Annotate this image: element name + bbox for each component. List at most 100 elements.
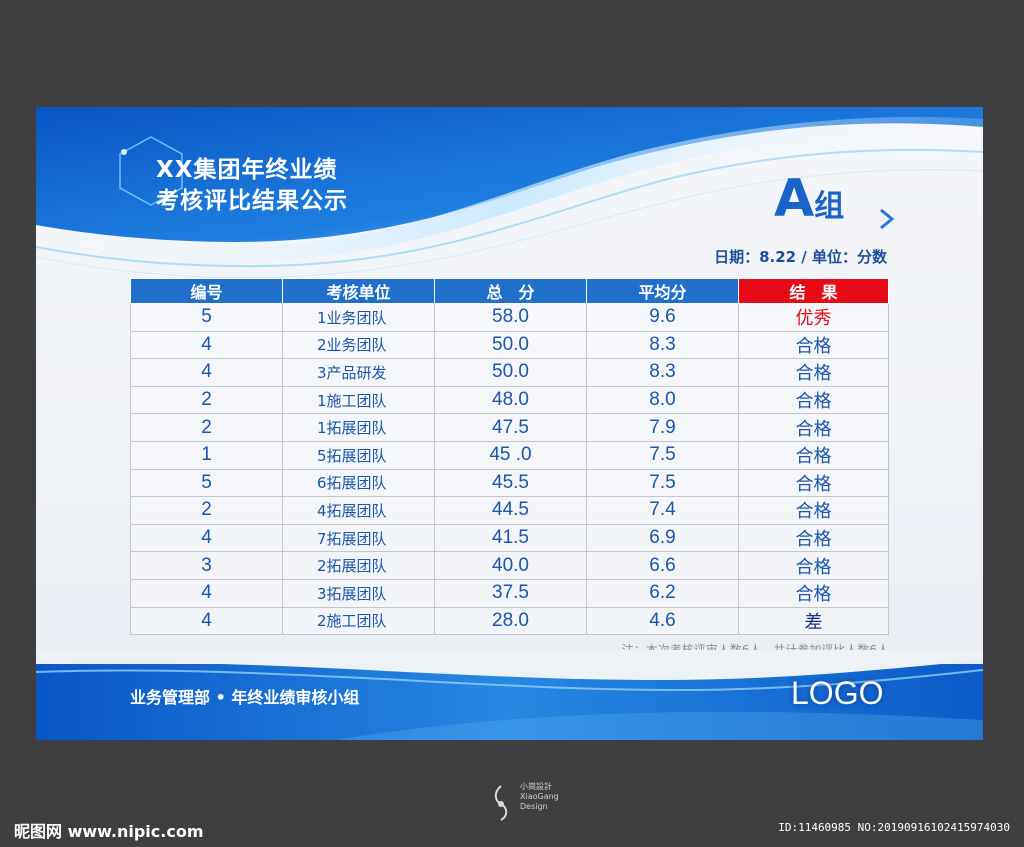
cell-result: 合格 [738,330,889,360]
cell-number: 5 [130,303,283,332]
cell-unit: 2施工团队 [282,606,435,636]
table-row: 3 2拓展团队 40.0 6.6 合格 [130,551,889,580]
cell-number: 4 [130,330,283,360]
cell-unit: 3产品研发 [282,358,435,387]
cell-average: 7.5 [586,440,739,470]
table-row: 4 2施工团队 28.0 4.6 差 [130,606,889,636]
cell-unit: 3拓展团队 [282,578,435,608]
cell-result: 合格 [738,358,889,387]
designer-logo-icon [494,785,508,821]
title-line-2: 考核评比结果公示 [156,188,348,214]
cell-total: 47.5 [434,413,587,442]
cell-total: 50.0 [434,358,587,387]
cell-average: 8.3 [586,330,739,360]
cell-unit: 1拓展团队 [282,413,435,442]
logo: LOGO [791,675,884,711]
cell-number: 4 [130,358,283,387]
cell-average: 8.0 [586,385,739,415]
cell-unit: 7拓展团队 [282,523,435,553]
cell-result: 合格 [738,551,889,580]
cell-number: 2 [130,413,283,442]
header-total: 总 分 [434,278,587,304]
cell-result: 合格 [738,440,889,470]
cell-average: 7.4 [586,496,739,525]
site-watermark: 昵图网 www.nipic.com [14,822,204,841]
header-average: 平均分 [586,278,739,304]
cell-number: 2 [130,385,283,415]
table-row: 2 4拓展团队 44.5 7.4 合格 [130,496,889,525]
cell-unit: 5拓展团队 [282,440,435,470]
image-id-watermark: ID:11460985 NO:20190916102415974030 [778,821,1010,834]
results-table: 编号 考核单位 总 分 平均分 结 果 5 1业务团队 58.0 9.6 优秀 4 2业务团… [130,278,889,636]
cell-unit: 4拓展团队 [282,496,435,525]
table-row: 4 2业务团队 50.0 8.3 合格 [130,330,889,360]
header-number: 编号 [130,278,283,304]
table-row: 2 1拓展团队 47.5 7.9 合格 [130,413,889,442]
cell-number: 3 [130,551,283,580]
cell-result: 合格 [738,523,889,553]
table-row: 2 1施工团队 48.0 8.0 合格 [130,385,889,415]
cell-unit: 6拓展团队 [282,468,435,498]
cell-result: 合格 [738,385,889,415]
designer-name: 小崗設計 [520,782,552,791]
cell-average: 8.3 [586,358,739,387]
cell-total: 48.0 [434,385,587,415]
designer-tagline: Design [520,802,548,811]
group-letter: A [774,169,815,229]
cell-result: 差 [738,606,889,636]
cell-average: 9.6 [586,303,739,332]
table-row: 1 5拓展团队 45 .0 7.5 合格 [130,440,889,470]
cell-unit: 1施工团队 [282,385,435,415]
chevron-right-icon [880,208,895,230]
cell-number: 2 [130,496,283,525]
table-row: 4 3产品研发 50.0 8.3 合格 [130,358,889,387]
cell-average: 6.2 [586,578,739,608]
group-suffix: 组 [814,189,845,224]
cell-average: 6.6 [586,551,739,580]
header-wave-banner [36,107,983,279]
cell-number: 4 [130,578,283,608]
cell-number: 4 [130,606,283,636]
date-unit-info: 日期：8.22 / 单位：分数 [714,248,887,266]
table-row: 4 3拓展团队 37.5 6.2 合格 [130,578,889,608]
cell-unit: 1业务团队 [282,303,435,332]
cell-total: 41.5 [434,523,587,553]
designer-name-latin: XiaoGang [520,792,559,801]
cell-number: 4 [130,523,283,553]
table-row: 5 6拓展团队 45.5 7.5 合格 [130,468,889,498]
board-title: XX集团年终业绩 考核评比结果公示 [156,155,348,217]
department-label: 业务管理部 • 年终业绩审核小组 [130,688,360,707]
cell-total: 45.5 [434,468,587,498]
cell-result: 合格 [738,413,889,442]
group-label: A组 [774,169,844,229]
cell-total: 45 .0 [434,440,587,470]
cell-average: 7.9 [586,413,739,442]
cell-total: 40.0 [434,551,587,580]
cell-number: 1 [130,440,283,470]
cell-total: 44.5 [434,496,587,525]
cell-result: 合格 [738,578,889,608]
cell-average: 7.5 [586,468,739,498]
cell-total: 28.0 [434,606,587,636]
cell-total: 37.5 [434,578,587,608]
cell-number: 5 [130,468,283,498]
cell-result: 合格 [738,468,889,498]
cell-average: 4.6 [586,606,739,636]
cell-total: 50.0 [434,330,587,360]
designer-mark: 小崗設計 XiaoGang Design [488,782,559,826]
cell-average: 6.9 [586,523,739,553]
cell-result: 合格 [738,496,889,525]
footer-wave-banner [36,650,983,740]
notice-board: XX集团年终业绩 考核评比结果公示 A组 日期：8.22 / 单位：分数 编号 … [36,107,983,740]
cell-result: 优秀 [738,303,889,332]
header-result: 结 果 [738,278,889,304]
cell-total: 58.0 [434,303,587,332]
hexagon-frame-icon [119,136,183,206]
table-header-row: 编号 考核单位 总 分 平均分 结 果 [130,278,889,304]
title-line-1: XX集团年终业绩 [156,157,338,183]
header-unit: 考核单位 [282,278,435,304]
cell-unit: 2业务团队 [282,330,435,360]
table-row: 4 7拓展团队 41.5 6.9 合格 [130,523,889,553]
table-row: 5 1业务团队 58.0 9.6 优秀 [130,303,889,332]
cell-unit: 2拓展团队 [282,551,435,580]
